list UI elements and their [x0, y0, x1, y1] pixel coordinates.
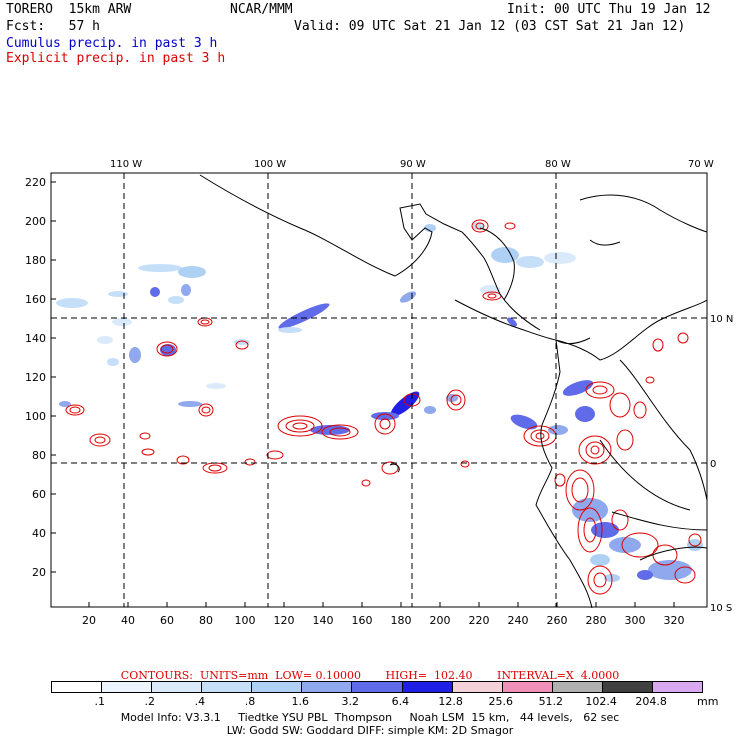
explicit-legend: Explicit precip. in past 3 h: [6, 51, 226, 66]
colorbar-swatch: [101, 681, 153, 693]
x-tick-label: 80: [199, 614, 213, 627]
y-tick-label: 180: [25, 254, 46, 267]
y-tick-label: 160: [25, 293, 46, 306]
y-tick-label: 140: [25, 332, 46, 345]
colorbar-swatch: [251, 681, 303, 693]
colorbar-swatch: [651, 681, 703, 693]
colorbar-unit: mm: [697, 695, 719, 708]
lon-label: 90 W: [400, 159, 426, 170]
colorbar-label: 51.2: [538, 695, 564, 708]
x-tick-label: 160: [352, 614, 373, 627]
lat-lon-grid: [51, 173, 707, 607]
y-tick-label: 120: [25, 371, 46, 384]
colorbar-swatch: [301, 681, 353, 693]
colorbar-label: .4: [194, 695, 206, 708]
colorbar-swatch: [201, 681, 253, 693]
lat-label: 10 S: [710, 603, 732, 614]
lat-label: 0: [710, 459, 716, 470]
colorbar-label: 6.4: [391, 695, 410, 708]
explicit-precip-contours: [65, 219, 702, 595]
frame-ticks: [51, 181, 675, 607]
colorbar-swatch: [151, 681, 203, 693]
valid-time: Valid: 09 UTC Sat 21 Jan 12 (03 CST Sat …: [294, 19, 686, 34]
y-tick-label: 80: [32, 449, 46, 462]
lon-label: 70 W: [688, 159, 714, 170]
x-tick-label: 300: [625, 614, 646, 627]
coastlines: [199, 174, 708, 609]
colorbar-label: .8: [244, 695, 256, 708]
x-tick-label: 260: [547, 614, 568, 627]
x-tick-label: 200: [430, 614, 451, 627]
x-tick-label: 20: [82, 614, 96, 627]
colorbar-swatch: [51, 681, 103, 693]
lat-label: 10 N: [710, 314, 733, 325]
x-tick-label: 320: [664, 614, 685, 627]
init-time: Init: 00 UTC Thu 19 Jan 12: [507, 2, 711, 17]
lon-label: 80 W: [545, 159, 571, 170]
colorbar-swatch: [401, 681, 453, 693]
colorbar-label: 204.8: [635, 695, 667, 708]
map-frame: [50, 172, 708, 608]
y-tick-label: 40: [32, 527, 46, 540]
lon-label: 110 W: [110, 159, 142, 170]
x-tick-label: 120: [274, 614, 295, 627]
cumulus-precip-patches: [56, 222, 703, 582]
left-grid-ticks: 220 200 180 160 140 120 100 80 60 40 20: [25, 176, 46, 579]
colorbar-swatch: [601, 681, 653, 693]
colorbar-label: 12.8: [438, 695, 463, 708]
x-tick-label: 220: [469, 614, 490, 627]
colorbar-label: .1: [94, 695, 105, 708]
x-tick-label: 100: [235, 614, 256, 627]
colorbar-label: 1.6: [291, 695, 309, 708]
model-info: Model Info: V3.3.1 Tiedtke YSU PBL Thomp…: [120, 711, 620, 724]
lon-label: 100 W: [254, 159, 286, 170]
colorbar-label: 25.6: [488, 695, 513, 708]
x-tick-label: 240: [508, 614, 529, 627]
colorbar-label: 3.2: [341, 695, 360, 708]
cumulus-legend: Cumulus precip. in past 3 h: [6, 36, 218, 51]
model-title: TORERO 15km ARW: [6, 2, 132, 17]
x-tick-label: 40: [121, 614, 135, 627]
x-tick-label: 280: [586, 614, 607, 627]
forecast-hour: Fcst: 57 h: [6, 19, 100, 34]
colorbar-label: .2: [144, 695, 156, 708]
x-tick-label: 180: [391, 614, 412, 627]
colorbar-swatch: [351, 681, 403, 693]
top-lon-labels: 110 W 100 W 90 W 80 W 70 W: [110, 159, 714, 170]
y-tick-label: 100: [25, 410, 46, 423]
colorbar-label: 102.4: [585, 695, 617, 708]
center-label: NCAR/MMM: [230, 2, 293, 17]
colorbar-swatch: [551, 681, 603, 693]
x-tick-label: 60: [160, 614, 174, 627]
right-lat-labels: 10 N 0 10 S: [710, 314, 733, 614]
y-tick-label: 200: [25, 215, 46, 228]
y-tick-label: 20: [32, 566, 46, 579]
y-tick-label: 220: [25, 176, 46, 189]
physics-info: LW: Godd SW: Goddard DIFF: simple KM: 2D…: [226, 724, 514, 737]
colorbar-swatch: [501, 681, 553, 693]
bottom-grid-ticks: 20 40 60 80 100 120 140 160 180 200 220 …: [82, 614, 685, 627]
contour-info: CONTOURS: UNITS=mm LOW= 0.10000 HIGH= 10…: [120, 669, 620, 682]
x-tick-label: 140: [313, 614, 334, 627]
y-tick-label: 60: [32, 488, 46, 501]
colorbar-swatch: [451, 681, 503, 693]
